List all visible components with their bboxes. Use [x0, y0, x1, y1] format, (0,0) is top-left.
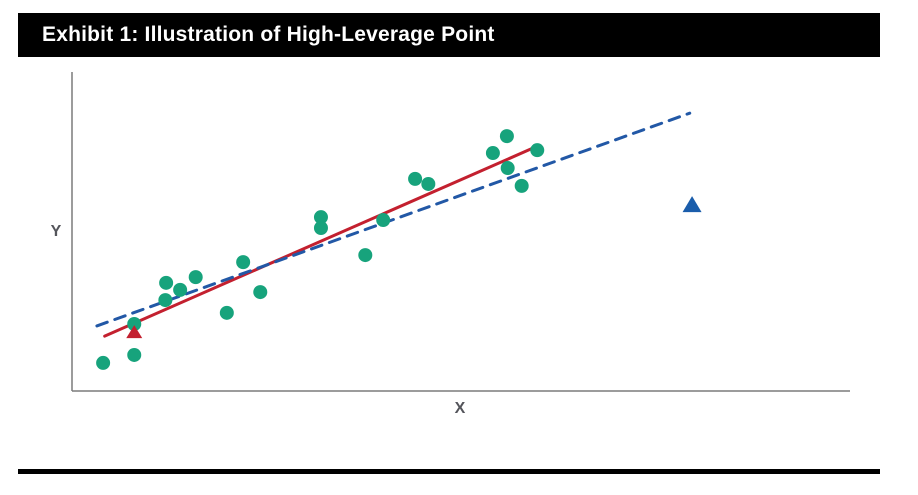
observations-marker	[219, 305, 234, 320]
observations-marker	[408, 171, 423, 186]
observations-marker	[253, 285, 268, 300]
observations-marker	[514, 178, 529, 193]
observations-marker	[499, 129, 514, 144]
observations-marker	[127, 347, 142, 362]
observations-marker	[485, 146, 500, 161]
bottom-rule	[18, 469, 880, 474]
regression-line-without-high-leverage-point	[103, 146, 535, 338]
observations-marker	[236, 255, 251, 270]
observations-marker	[188, 270, 203, 285]
y-axis-label: Y	[50, 223, 62, 240]
observations-marker	[421, 176, 436, 191]
observations-marker	[530, 143, 545, 158]
observations-marker	[313, 210, 328, 225]
exhibit-title: Exhibit 1: Illustration of High-Leverage…	[42, 23, 495, 46]
observations-marker	[127, 317, 142, 332]
observations-marker	[376, 213, 391, 228]
observations-marker	[96, 355, 111, 370]
observations-marker	[173, 282, 188, 297]
red-triangle-marker-marker	[126, 325, 143, 339]
observations-marker	[158, 293, 173, 308]
observations-marker	[500, 161, 515, 176]
observations-marker	[159, 275, 174, 290]
regression-line-with-high-leverage-point	[95, 111, 692, 328]
observations-marker	[313, 220, 328, 235]
observations-marker	[358, 248, 373, 263]
x-axis-label: X	[454, 400, 466, 417]
exhibit-title-bar: Exhibit 1: Illustration of High-Leverage…	[18, 13, 880, 57]
high-leverage-point-marker	[682, 196, 702, 213]
